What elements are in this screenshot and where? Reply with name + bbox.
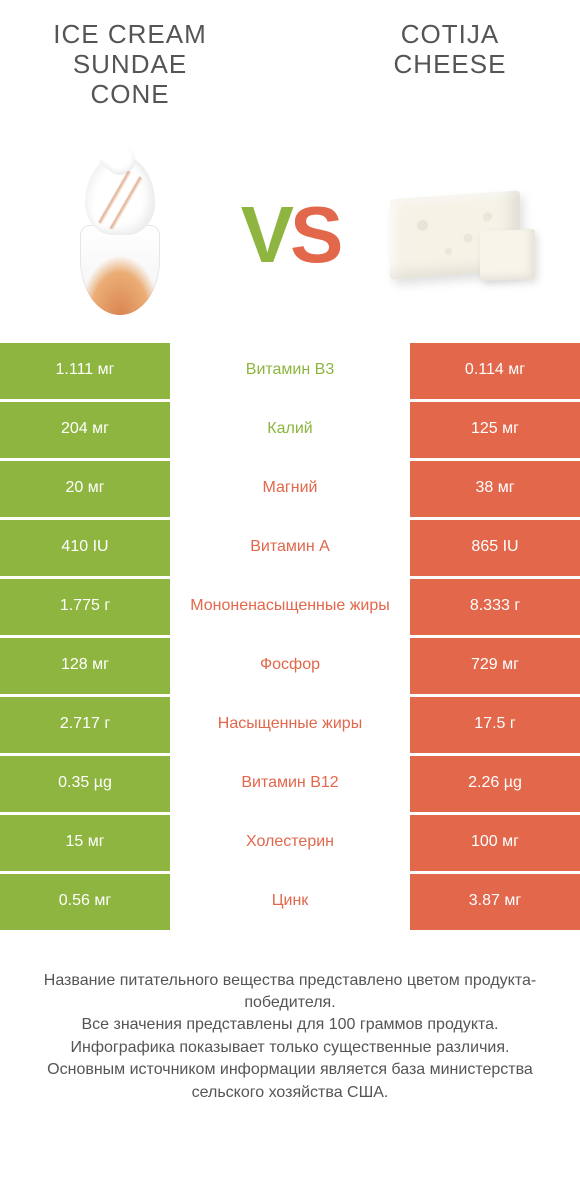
product-title-right: COTIJA CHEESE: [350, 20, 550, 110]
table-row: 1.111 мгВитамин B30.114 мг: [0, 340, 580, 399]
value-left: 0.56 мг: [0, 874, 170, 930]
nutrient-label: Витамин B3: [170, 343, 410, 399]
product-image-left: [40, 155, 200, 315]
value-left: 15 мг: [0, 815, 170, 871]
nutrient-label: Витамин A: [170, 520, 410, 576]
value-left: 2.717 г: [0, 697, 170, 753]
footer-line-3: Инфографика показывает только существенн…: [22, 1037, 558, 1059]
table-row: 410 IUВитамин A865 IU: [0, 517, 580, 576]
product-title-left: ICE CREAM SUNDAE CONE: [30, 20, 230, 110]
value-right: 8.333 г: [410, 579, 580, 635]
product-image-right: [380, 155, 540, 315]
value-left: 20 мг: [0, 461, 170, 517]
table-row: 2.717 гНасыщенные жиры17.5 г: [0, 694, 580, 753]
footer-line-2: Все значения представлены для 100 граммо…: [22, 1014, 558, 1036]
table-row: 1.775 гМононенасыщенные жиры8.333 г: [0, 576, 580, 635]
value-left: 204 мг: [0, 402, 170, 458]
nutrient-label: Цинк: [170, 874, 410, 930]
value-right: 100 мг: [410, 815, 580, 871]
value-left: 0.35 µg: [0, 756, 170, 812]
nutrient-label: Насыщенные жиры: [170, 697, 410, 753]
vs-s: S: [290, 190, 339, 279]
nutrient-label: Холестерин: [170, 815, 410, 871]
value-right: 2.26 µg: [410, 756, 580, 812]
table-row: 15 мгХолестерин100 мг: [0, 812, 580, 871]
table-row: 204 мгКалий125 мг: [0, 399, 580, 458]
value-right: 865 IU: [410, 520, 580, 576]
nutrient-label: Мононенасыщенные жиры: [170, 579, 410, 635]
value-left: 1.111 мг: [0, 343, 170, 399]
value-right: 38 мг: [410, 461, 580, 517]
nutrient-label: Калий: [170, 402, 410, 458]
value-right: 125 мг: [410, 402, 580, 458]
nutrient-label: Магний: [170, 461, 410, 517]
table-row: 20 мгМагний38 мг: [0, 458, 580, 517]
value-right: 3.87 мг: [410, 874, 580, 930]
footer-notes: Название питательного вещества представл…: [0, 930, 580, 1104]
value-right: 17.5 г: [410, 697, 580, 753]
hero-row: VS: [0, 120, 580, 340]
vs-label: VS: [241, 195, 340, 275]
footer-line-4: Основным источником информации является …: [22, 1059, 558, 1104]
header: ICE CREAM SUNDAE CONE COTIJA CHEESE: [0, 0, 580, 120]
value-right: 729 мг: [410, 638, 580, 694]
nutrient-label: Фосфор: [170, 638, 410, 694]
value-left: 1.775 г: [0, 579, 170, 635]
footer-line-1: Название питательного вещества представл…: [22, 970, 558, 1015]
comparison-table: 1.111 мгВитамин B30.114 мг204 мгКалий125…: [0, 340, 580, 930]
nutrient-label: Витамин B12: [170, 756, 410, 812]
vs-v: V: [241, 190, 290, 279]
value-left: 410 IU: [0, 520, 170, 576]
sundae-icon: [60, 155, 180, 315]
table-row: 128 мгФосфор729 мг: [0, 635, 580, 694]
value-left: 128 мг: [0, 638, 170, 694]
cheese-icon: [380, 175, 540, 295]
value-right: 0.114 мг: [410, 343, 580, 399]
table-row: 0.56 мгЦинк3.87 мг: [0, 871, 580, 930]
table-row: 0.35 µgВитамин B122.26 µg: [0, 753, 580, 812]
